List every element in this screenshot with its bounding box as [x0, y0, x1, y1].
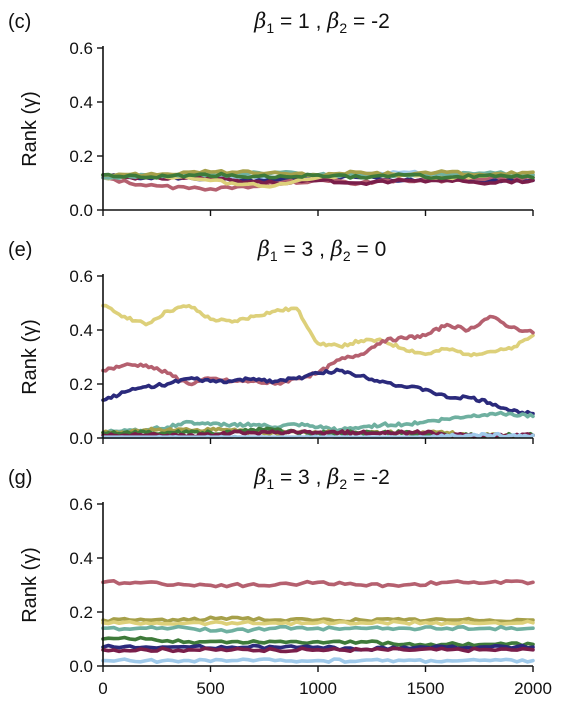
- y-tick-label: 0.6: [69, 267, 93, 286]
- x-tick-label: 2000: [514, 679, 552, 698]
- y-tick-label: 0.4: [69, 549, 93, 568]
- series-line-3: [101, 367, 535, 416]
- chart-title: β1 = 1 , β2 = -2: [253, 9, 390, 36]
- y-tick-label: 0.2: [69, 147, 93, 166]
- y-tick-label: 0.0: [69, 201, 93, 220]
- panel-label: (e): [8, 239, 32, 261]
- series-line-3: [101, 619, 535, 627]
- series-line-8: [101, 657, 535, 664]
- panel-c: (c) β1 = 1 , β2 = -2 Rank (γ) 0.0 0.2 0.4 0.6: [8, 9, 535, 220]
- x-tick-label: 1500: [407, 679, 445, 698]
- series-line-2: [101, 615, 535, 624]
- y-axis-label: Rank (γ): [19, 91, 41, 167]
- panel-g: (g) β1 = 3 , β2 = -2 Rank (γ) 0.0 0.2 0.4 0.6 0…: [8, 465, 552, 698]
- x-tick-label: 1000: [299, 679, 337, 698]
- x-tick-label: 0: [98, 679, 107, 698]
- y-tick-label: 0.2: [69, 603, 93, 622]
- x-tick-label: 500: [196, 679, 224, 698]
- series-line-1: [101, 303, 535, 358]
- chart-title: β1 = 3 , β2 = -2: [253, 465, 390, 492]
- series-line-5: [101, 635, 535, 648]
- y-tick-label: 0.6: [69, 39, 93, 58]
- series-line-8: [101, 171, 535, 180]
- y-tick-label: 0.4: [69, 93, 93, 112]
- y-tick-label: 0.4: [69, 321, 93, 340]
- chart-title: β1 = 3 , β2 = 0: [257, 237, 387, 264]
- y-tick-label: 0.6: [69, 495, 93, 514]
- panel-label: (g): [8, 467, 32, 489]
- panel-e: (e) β1 = 3 , β2 = 0 Rank (γ) 0.0 0.2 0.4 0.6: [8, 237, 535, 448]
- y-tick-label: 0.0: [69, 429, 93, 448]
- series-line-4: [101, 624, 535, 634]
- series-line-4: [101, 410, 535, 435]
- y-axis-label: Rank (γ): [19, 319, 41, 395]
- series-line-7: [101, 429, 535, 439]
- y-tick-label: 0.0: [69, 657, 93, 676]
- series-line-1: [101, 579, 535, 589]
- panel-label: (c): [8, 11, 31, 33]
- y-axis-label: Rank (γ): [19, 547, 41, 623]
- series-line-7: [101, 646, 535, 654]
- y-tick-label: 0.2: [69, 375, 93, 394]
